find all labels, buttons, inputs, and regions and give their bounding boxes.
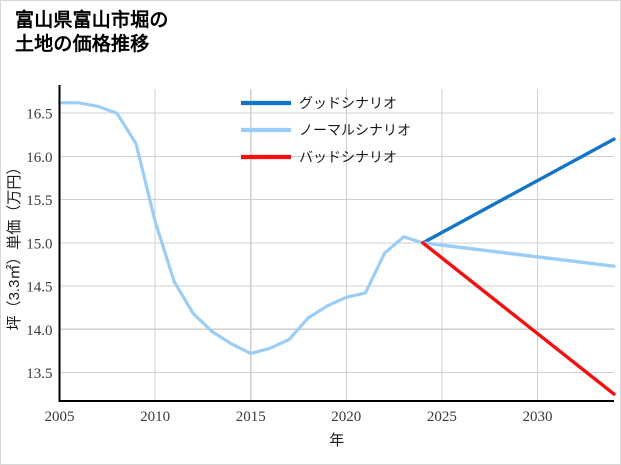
x-tick-labels: 2005 2010 2015 2020 2025 2030 <box>45 409 553 425</box>
x-tick-label: 2030 <box>523 409 553 425</box>
x-tick-label: 2005 <box>45 409 75 425</box>
x-tick-label: 2020 <box>331 409 361 425</box>
y-gridlines <box>59 112 614 374</box>
y-axis-title-text: 坪（3.3㎡）単価（万円） <box>6 160 23 331</box>
y-tick-label: 14.5 <box>26 280 52 296</box>
series-lines <box>57 101 616 396</box>
legend-label-normal: ノーマルシナリオ <box>299 122 411 138</box>
series-line-bad <box>421 241 616 396</box>
x-tick-label: 2010 <box>140 409 170 425</box>
y-tick-label: 16.5 <box>26 107 52 123</box>
axis-spines <box>58 85 614 403</box>
x-tick-label: 2015 <box>236 409 266 425</box>
x-tick-label: 2025 <box>427 409 457 425</box>
series-line-good <box>421 137 616 245</box>
legend-label-bad: バッドシナリオ <box>299 149 397 165</box>
y-tick-label: 15.5 <box>26 193 52 209</box>
y-tick-label: 13.5 <box>26 366 52 382</box>
y-tick-label: 16.0 <box>26 150 52 166</box>
chart-title: 富山県富山市堀の 土地の価格推移 <box>15 10 169 56</box>
series-line-normal_history <box>57 101 425 356</box>
legend-label-good: グッドシナリオ <box>299 95 397 111</box>
y-tick-label: 15.0 <box>26 236 52 252</box>
y-tick-label: 14.0 <box>26 323 52 339</box>
series-line-normal <box>421 241 616 268</box>
x-axis-title: 年 <box>329 432 344 449</box>
y-axis-title: 坪（3.3㎡）単価（万円） <box>6 160 23 331</box>
y-tick-labels: 16.5 16.0 15.5 15.0 14.5 14.0 13.5 <box>26 107 52 382</box>
